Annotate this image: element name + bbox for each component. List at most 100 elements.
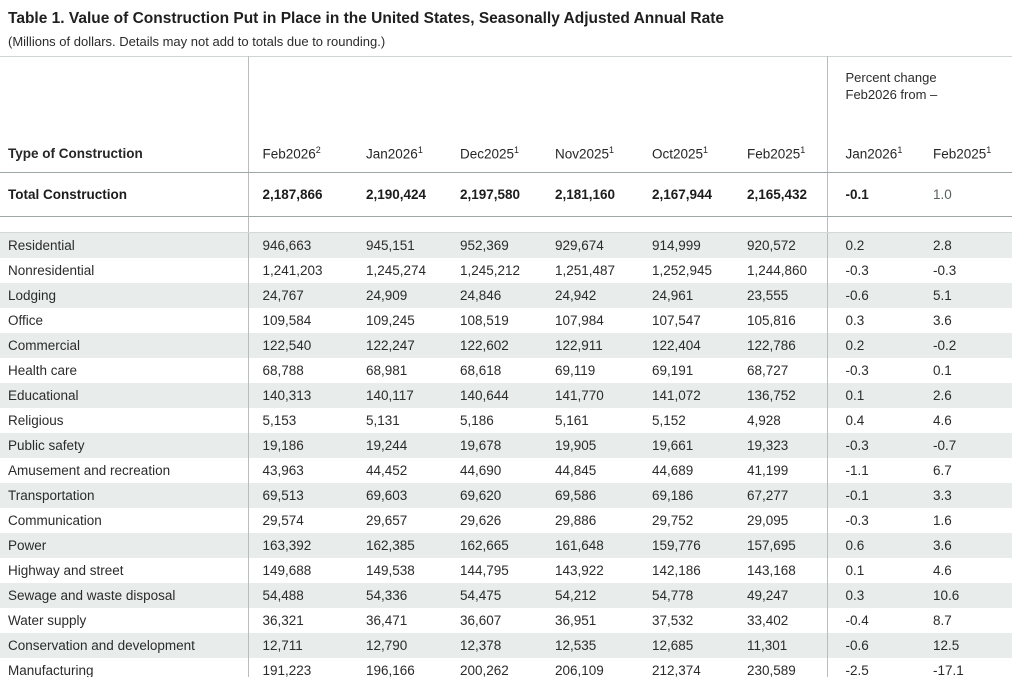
cell-value: 5,152 [652, 413, 686, 428]
cell-value: 54,475 [446, 583, 541, 608]
cell-value: 122,540 [247, 333, 352, 358]
row-label: Residential [0, 232, 248, 258]
cell-value: 157,695 [733, 533, 827, 558]
cell-value: 0.6 [826, 533, 915, 558]
header-spacer [247, 56, 827, 120]
cell-value: 24,767 [247, 283, 352, 308]
table-row: Power 163,392 162,385 162,665 161,648 159,776… [0, 533, 1012, 558]
cell-value: -0.3 [826, 358, 915, 383]
cell-value: 43,963 [247, 458, 352, 483]
cell-value: -1.1 [826, 458, 915, 483]
table-row: Conservation and development 12,711 12,790… [0, 633, 1012, 658]
cell-value: 159,776 [638, 533, 733, 558]
cell-value: 0.1 [826, 383, 915, 408]
cell-value: 0.3 [826, 583, 915, 608]
cell-value: 37,532 [652, 613, 694, 628]
cell-value: 1,245,274 [366, 263, 427, 278]
cell-value: 10.6 [915, 583, 1012, 608]
cell-value: 19,905 [541, 433, 638, 458]
cell-value: 0.2 [826, 333, 915, 358]
cell-value: 44,689 [652, 463, 694, 478]
cell-value: -0.6 [826, 633, 915, 658]
cell-value: 23,555 [733, 283, 827, 308]
cell-value: 44,845 [555, 463, 597, 478]
cell-value: 3.3 [915, 483, 1012, 508]
cell-value: -0.3 [826, 433, 915, 458]
cell-value: 929,674 [541, 232, 638, 258]
cell-value: -0.3 [933, 263, 957, 278]
cell-value: 54,336 [352, 583, 446, 608]
cell-value: 6.7 [933, 463, 952, 478]
cell-value: 2,165,432 [733, 172, 827, 217]
table-row: Office 109,584 109,245 108,519 107,984 107,54… [0, 308, 1012, 333]
cell-value: 5,186 [460, 413, 494, 428]
cell-value: 2.8 [915, 232, 1012, 258]
cell-value: 19,244 [352, 433, 446, 458]
cell-value: 68,618 [460, 363, 502, 378]
cell-value: 212,374 [638, 658, 733, 677]
cell-value: 2,181,160 [541, 172, 638, 217]
cell-value: 44,452 [366, 463, 408, 478]
cell-value: 2,190,424 [352, 172, 446, 217]
total-row: Total Construction 2,187,866 2,190,424 2,19… [0, 172, 1012, 217]
cell-value: 4.6 [933, 563, 952, 578]
cell-value: 108,519 [460, 313, 509, 328]
column-header-label: Feb2026 [262, 146, 316, 161]
cell-value: 149,688 [247, 558, 352, 583]
column-header-pct-jan2026: Jan20261 [826, 120, 915, 173]
cell-value: 68,981 [366, 363, 408, 378]
pct-group-header: Percent change Feb2026 from – [826, 56, 1012, 120]
column-header-month-dec2025: Dec20251 [446, 120, 541, 173]
cell-value: 122,786 [733, 333, 827, 358]
cell-value: 29,574 [247, 508, 352, 533]
column-header-label: Jan2026 [366, 146, 418, 161]
cell-value: 69,513 [247, 483, 352, 508]
cell-value: 1,252,945 [652, 263, 713, 278]
cell-value: 914,999 [638, 232, 733, 258]
cell-value: 191,223 [247, 658, 352, 677]
cell-value: 945,151 [352, 232, 446, 258]
cell-value: 5,131 [366, 413, 400, 428]
row-label: Conservation and development [0, 633, 248, 658]
cell-value: 5.1 [915, 283, 1012, 308]
cell-value: -0.1 [826, 172, 915, 217]
cell-value: 162,385 [352, 533, 446, 558]
cell-value: 19,678 [446, 433, 541, 458]
table-row: Sewage and waste disposal 54,488 54,336 54,… [0, 583, 1012, 608]
cell-value: 144,795 [460, 563, 509, 578]
column-header-label: Feb2025 [933, 146, 987, 161]
cell-value: 29,626 [460, 513, 502, 528]
table-row: Educational 140,313 140,117 140,644 141,770 1… [0, 383, 1012, 408]
cell-value: 2,167,944 [638, 172, 733, 217]
row-label: Manufacturing [0, 658, 248, 677]
cell-value: 107,547 [652, 313, 701, 328]
cell-value: 68,727 [747, 363, 789, 378]
spacer-cell [826, 216, 1012, 233]
table-row: Water supply 36,321 36,471 36,607 36,951 37,5… [0, 608, 1012, 633]
pct-group-line2: Feb2026 from – [845, 87, 938, 102]
cell-value: 920,572 [733, 232, 827, 258]
table-row: Nonresidential 1,241,203 1,245,274 1,245,21… [0, 258, 1012, 283]
cell-value: 54,778 [638, 583, 733, 608]
row-label: Sewage and waste disposal [0, 583, 248, 608]
cell-value: 12,378 [446, 633, 541, 658]
cell-value: 3.6 [915, 533, 1012, 558]
pct-group-line1: Percent change [845, 70, 937, 85]
cell-value: 109,245 [366, 313, 415, 328]
cell-value: 1,251,487 [555, 263, 616, 278]
cell-value: 1,244,860 [747, 263, 808, 278]
cell-value: 69,586 [541, 483, 638, 508]
cell-value: 68,788 [247, 358, 352, 383]
cell-value: 29,886 [555, 513, 597, 528]
cell-value: 141,770 [541, 383, 638, 408]
cell-value: 1.0 [915, 172, 1012, 217]
header-spacer [0, 57, 248, 121]
construction-table: Percent change Feb2026 from – Type of Co… [0, 56, 1012, 677]
cell-value: 140,313 [247, 383, 352, 408]
table-row: Communication 29,574 29,657 29,626 29,886 29,… [0, 508, 1012, 533]
column-header-month-oct2025: Oct20251 [638, 120, 733, 173]
cell-value: 109,584 [247, 308, 352, 333]
cell-value: 19,186 [247, 433, 352, 458]
cell-value: -0.7 [915, 433, 1012, 458]
cell-value: 19,661 [638, 433, 733, 458]
